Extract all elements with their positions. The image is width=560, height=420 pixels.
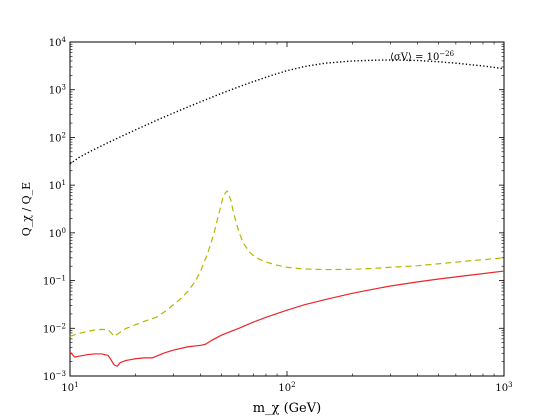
y-tick-mantissa: 10 [49, 229, 62, 240]
y-tick-label: 10−3 [43, 370, 66, 383]
y-tick-label: 10−2 [43, 322, 66, 335]
x-tick-exponent: 1 [74, 381, 78, 389]
y-tick-exponent: −2 [56, 322, 66, 330]
y-tick-label: 102 [49, 131, 66, 144]
y-tick-exponent: 1 [62, 179, 66, 187]
series-line-dotted [69, 59, 505, 165]
chart-annotation: ⟨σV⟩ = 10−26 [390, 50, 455, 63]
y-tick-label: 10−1 [43, 275, 66, 288]
plot-area [69, 41, 505, 377]
y-tick-exponent: 2 [62, 131, 66, 139]
annotation-text: ⟨σV⟩ = 10 [390, 52, 439, 63]
x-tick-label: 101 [61, 381, 78, 394]
x-tick-label: 103 [495, 381, 512, 394]
x-tick-exponent: 3 [508, 381, 512, 389]
x-tick-mantissa: 10 [278, 383, 291, 394]
y-axis-label: Q_χ / Q_E [20, 182, 33, 236]
y-tick-mantissa: 10 [49, 86, 62, 97]
y-tick-mantissa: 10 [43, 277, 56, 288]
y-tick-exponent: 3 [62, 84, 66, 92]
y-tick-label: 101 [49, 179, 66, 192]
y-tick-exponent: 0 [62, 227, 66, 235]
x-tick-label: 102 [278, 381, 295, 394]
x-tick-exponent: 2 [291, 381, 295, 389]
x-axis-label: m_χ (GeV) [253, 401, 321, 416]
y-tick-exponent: −1 [56, 275, 66, 283]
y-tick-label: 103 [49, 84, 66, 97]
x-tick-mantissa: 10 [495, 383, 508, 394]
y-tick-mantissa: 10 [49, 133, 62, 144]
series-line-solid [69, 270, 505, 367]
annotation-exponent: −26 [439, 50, 454, 58]
x-tick-mantissa: 10 [61, 383, 74, 394]
y-tick-mantissa: 10 [49, 181, 62, 192]
y-tick-mantissa: 10 [43, 324, 56, 335]
y-tick-label: 104 [49, 36, 67, 49]
series-line-dashed [69, 190, 505, 337]
y-tick-exponent: 4 [62, 36, 67, 44]
y-tick-label: 100 [49, 227, 66, 240]
y-tick-exponent: −3 [56, 370, 66, 378]
y-tick-mantissa: 10 [43, 372, 56, 383]
series-layer [69, 59, 505, 367]
axis-ticks [69, 41, 505, 377]
y-tick-mantissa: 10 [49, 38, 62, 49]
